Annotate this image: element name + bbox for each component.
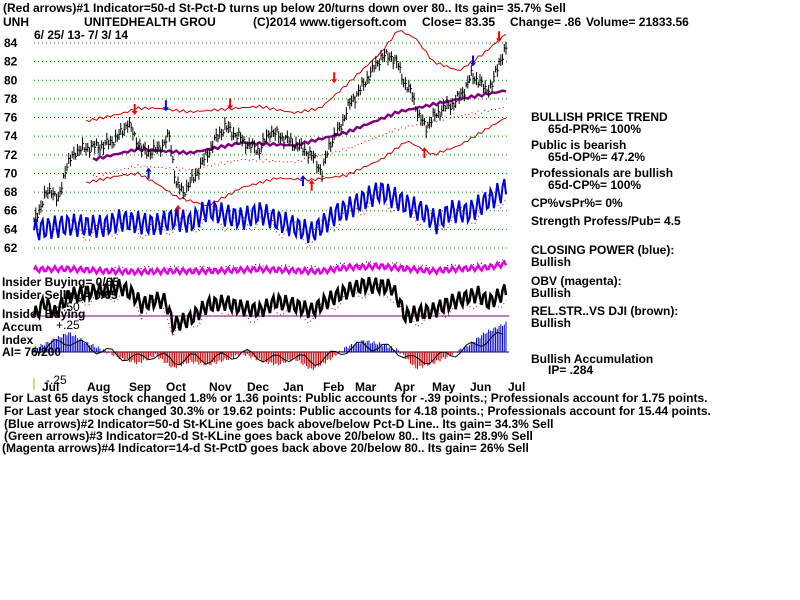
right-panel-line: CP%vsPr%= 0% bbox=[531, 196, 623, 210]
accum-label: Accum bbox=[2, 320, 42, 334]
right-panel-line: 65d-PR%= 100% bbox=[548, 122, 641, 136]
right-panel-line: IP= .284 bbox=[548, 363, 593, 377]
footer-line: (Blue arrows)#2 Indicator=50-d St-KLine … bbox=[4, 417, 554, 431]
minus-25-tick: -.25 bbox=[46, 373, 67, 387]
accumulation-histogram bbox=[33, 321, 507, 371]
x-tick-label: Apr bbox=[394, 380, 415, 394]
y-tick-label: 78 bbox=[4, 92, 18, 106]
y-tick-label: 62 bbox=[4, 241, 18, 255]
footer-stats: For Last 65 days stock changed 1.8% or 1… bbox=[2, 391, 711, 455]
red-down-arrow-head bbox=[496, 38, 503, 43]
insider-buying-label-2: Insider Buying bbox=[2, 307, 85, 321]
red-arrows-indicator-text: (Red arrows)#1 Indicator=50-d St-Pct-D t… bbox=[3, 1, 566, 15]
blue-down-arrow-head bbox=[470, 62, 477, 67]
lower-band-dotted-line bbox=[92, 106, 507, 178]
price-y-axis: 84 82 80 78 76 74 72 70 68 66 64 62 bbox=[4, 36, 18, 255]
x-tick-label: Aug bbox=[87, 380, 110, 394]
y-tick-label: 74 bbox=[4, 129, 18, 143]
y-tick-label: 68 bbox=[4, 185, 18, 199]
ai-label: AI= 76/200 bbox=[2, 345, 61, 359]
x-tick-label: May bbox=[432, 380, 456, 394]
y-tick-label: 84 bbox=[4, 36, 18, 50]
right-panel-line: CLOSING POWER (blue): bbox=[531, 243, 674, 257]
red-down-arrow-head bbox=[131, 110, 138, 115]
lower-band-line bbox=[85, 117, 507, 207]
x-tick-label: Jun bbox=[470, 380, 491, 394]
y-tick-label: 64 bbox=[4, 222, 18, 236]
rel-str-line bbox=[32, 276, 508, 335]
date-range: 6/ 25/ 13- 7/ 3/ 14 bbox=[34, 28, 128, 42]
x-tick-label: Jul bbox=[508, 380, 525, 394]
y-tick-label: 80 bbox=[4, 73, 18, 87]
right-panel-line: Professionals are bullish bbox=[531, 166, 673, 180]
blue-down-arrow-head bbox=[162, 107, 169, 112]
month-x-axis: Jul Aug Sep Oct Nov Dec Jan Feb Mar Apr May Jun Jul bbox=[42, 380, 525, 394]
red-up-arrow-head bbox=[308, 179, 315, 184]
footer-line: (Green arrows)#3 Indicator=20-d St-KLine… bbox=[4, 429, 533, 443]
red-down-arrow-head bbox=[331, 79, 338, 84]
right-panel-line: Strength Profess/Pub= 4.5 bbox=[531, 214, 681, 228]
insider-selling-label: Insider Selling= 0/65 bbox=[2, 288, 118, 302]
price-bars bbox=[33, 41, 508, 222]
plus-25-tick: +.25 bbox=[56, 318, 80, 332]
footer-line: (Magenta arrows)#4 Indicator=14-d St-Pct… bbox=[2, 441, 529, 455]
right-panel-line: BULLISH PRICE TREND bbox=[531, 110, 668, 124]
x-tick-label: Jul bbox=[42, 380, 59, 394]
right-panel-line: Bullish bbox=[531, 255, 571, 269]
insider-buying-label: Insider Buying= 0/65 bbox=[2, 275, 119, 289]
x-tick-label: Jan bbox=[283, 380, 304, 394]
right-panel-line: Public is bearish bbox=[531, 138, 626, 152]
red-down-arrow-head bbox=[227, 105, 234, 110]
copyright-source: (C)2014 www.tigersoft.com bbox=[253, 15, 407, 29]
closing-power-line bbox=[33, 178, 507, 244]
y-tick-label: 70 bbox=[4, 166, 18, 180]
volume: Volume= 21833.56 bbox=[586, 15, 689, 29]
footer-line: For Last year stock changed 30.3% or 19.… bbox=[4, 404, 711, 418]
right-panel-line: OBV (magenta): bbox=[531, 274, 622, 288]
rel-str-ma-dotted bbox=[68, 282, 507, 338]
right-panel-line: REL.STR..VS DJI (brown): bbox=[531, 304, 678, 318]
close-price: Close= 83.35 bbox=[422, 15, 495, 29]
right-panel-line: 65d-OP%= 47.2% bbox=[548, 150, 645, 164]
x-tick-label: Feb bbox=[323, 380, 344, 394]
x-tick-label: Mar bbox=[355, 380, 377, 394]
upper-band-line bbox=[85, 30, 507, 123]
x-tick-label: Sep bbox=[129, 380, 151, 394]
red-up-arrow-head bbox=[175, 204, 182, 209]
x-tick-label: Nov bbox=[209, 380, 232, 394]
accum-ma-line bbox=[33, 331, 503, 367]
y-tick-label: 76 bbox=[4, 111, 18, 125]
right-panel-line: Bullish Accumulation bbox=[531, 352, 653, 366]
red-up-arrow-head bbox=[421, 147, 428, 152]
blue-up-arrow-head bbox=[299, 175, 306, 180]
right-panel-line: Bullish bbox=[531, 316, 571, 330]
index-label: Index bbox=[2, 333, 34, 347]
signal-arrows bbox=[131, 31, 503, 216]
ticker-symbol: UNH bbox=[3, 15, 29, 29]
right-panel-line: 65d-CP%= 100% bbox=[548, 178, 641, 192]
company-name: UNITEDHEALTH GROU bbox=[84, 15, 216, 29]
plus-50-tick: +.50 bbox=[56, 300, 80, 314]
blue-up-arrow-head bbox=[145, 167, 152, 172]
x-tick-label: Dec bbox=[247, 380, 269, 394]
y-tick-label: 66 bbox=[4, 204, 18, 218]
footer-line: For Last 65 days stock changed 1.8% or 1… bbox=[4, 391, 708, 405]
price-change: Change= .86 bbox=[510, 15, 581, 29]
y-tick-label: 82 bbox=[4, 55, 18, 69]
x-tick-label: Oct bbox=[166, 380, 186, 394]
right-panel-line: Bullish bbox=[531, 286, 571, 300]
y-tick-label: 72 bbox=[4, 148, 18, 162]
obv-line bbox=[32, 259, 508, 278]
